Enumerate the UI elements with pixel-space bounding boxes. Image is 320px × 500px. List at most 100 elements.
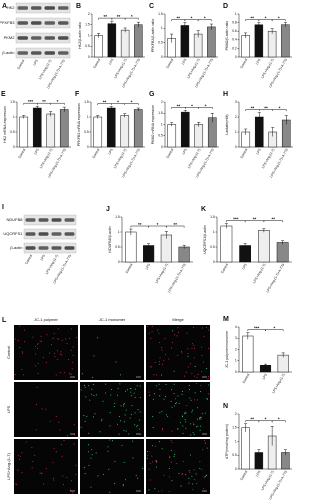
- bar: [120, 29, 130, 58]
- green-spot: [158, 383, 160, 385]
- x-tick-label: LPS: [181, 57, 188, 65]
- green-spot: [105, 383, 107, 385]
- green-spot: [137, 409, 139, 411]
- red-spot: [66, 434, 68, 436]
- column-header: JC-1 monomer: [99, 317, 126, 322]
- red-spot: [17, 454, 19, 456]
- lane-label: LPS: [32, 58, 39, 66]
- red-spot: [66, 343, 68, 345]
- row-label: Control: [6, 346, 11, 359]
- green-spot: [124, 414, 126, 416]
- green-spot: [88, 385, 90, 387]
- green-spot: [91, 449, 93, 451]
- y-tick-label: 0.5: [10, 130, 15, 134]
- red-spot: [208, 393, 210, 395]
- blot-band: [25, 218, 36, 222]
- red-spot: [148, 468, 150, 470]
- lane-label: LPS+Ang-(1-7): [38, 59, 53, 80]
- blot-band: [51, 232, 62, 236]
- red-spot: [163, 474, 165, 476]
- significance-label: ***: [254, 326, 260, 331]
- green-spot: [132, 440, 134, 442]
- bar: [254, 24, 264, 58]
- green-spot: [90, 486, 92, 488]
- blot-band: [17, 6, 28, 10]
- significance-label: **: [138, 222, 142, 227]
- y-tick-label: 0.5: [115, 245, 120, 249]
- red-spot: [34, 346, 36, 348]
- red-spot: [23, 374, 25, 376]
- bar: [258, 230, 270, 263]
- x-tick-label: LPS+Ang-(1-7): [113, 58, 128, 79]
- green-spot: [185, 474, 187, 476]
- y-tick-label: 0: [13, 145, 15, 149]
- bar: [207, 26, 216, 58]
- red-spot: [196, 377, 198, 379]
- y-axis-label: HK2/β-actin ratio: [78, 22, 82, 49]
- green-spot: [142, 468, 144, 470]
- y-tick-label: 0: [213, 260, 215, 264]
- green-spot: [192, 432, 194, 434]
- red-spot: [159, 363, 161, 365]
- red-spot: [49, 352, 51, 354]
- red-spot: [195, 383, 197, 385]
- green-spot: [124, 421, 126, 423]
- red-spot: [71, 373, 73, 375]
- y-tick-label: 0: [87, 145, 89, 149]
- y-tick-label: 1: [87, 115, 89, 119]
- bar: [160, 234, 172, 263]
- x-tick-label: LPS: [108, 57, 115, 65]
- x-tick-label: Control: [125, 263, 134, 274]
- green-spot: [171, 389, 173, 391]
- green-spot: [122, 485, 124, 487]
- green-spot: [136, 385, 138, 387]
- x-tick-label: LPS+Ang-(1-7)+A-779: [167, 263, 187, 294]
- red-spot: [194, 399, 196, 401]
- bar: [180, 111, 190, 148]
- red-spot: [157, 329, 159, 331]
- significance-label: **: [117, 14, 121, 19]
- x-tick-label: Control: [240, 148, 249, 159]
- green-spot: [135, 474, 137, 476]
- significance-label: **: [173, 222, 177, 227]
- red-spot: [53, 333, 55, 335]
- green-spot: [156, 385, 158, 387]
- red-spot: [204, 440, 206, 442]
- red-spot: [151, 366, 153, 368]
- green-spot: [156, 466, 158, 468]
- green-spot: [137, 424, 139, 426]
- y-tick-label: 0.6: [232, 29, 237, 33]
- red-spot: [181, 352, 183, 354]
- x-tick-label: LPS+Ang-(1-7): [113, 148, 128, 169]
- bar: [93, 116, 103, 148]
- y-axis-label: NDUFB8/β-actin: [108, 226, 112, 252]
- red-spot: [71, 368, 73, 370]
- green-spot: [114, 403, 116, 405]
- x-tick-label: LPS: [107, 147, 114, 155]
- green-spot: [181, 391, 183, 393]
- blot-band: [44, 21, 55, 25]
- red-spot: [208, 347, 210, 349]
- green-spot: [146, 451, 148, 453]
- red-spot: [205, 326, 207, 328]
- red-spot: [49, 420, 51, 422]
- green-spot: [185, 427, 187, 429]
- green-spot: [93, 355, 95, 357]
- blot-band: [31, 51, 42, 55]
- green-spot: [81, 373, 83, 375]
- bar: [276, 242, 289, 263]
- blot-band: [31, 6, 42, 10]
- significance-label: **: [251, 105, 255, 110]
- green-spot: [148, 489, 150, 491]
- green-spot: [84, 386, 86, 388]
- green-spot: [199, 417, 201, 419]
- red-spot: [186, 332, 188, 334]
- significance-label: *: [205, 103, 207, 108]
- green-spot: [134, 412, 136, 414]
- red-spot: [41, 341, 43, 343]
- green-spot: [174, 454, 176, 456]
- bar: [220, 225, 233, 263]
- red-spot: [203, 477, 205, 479]
- y-tick-label: 1.5: [158, 111, 163, 115]
- lane-label: Control: [17, 59, 26, 70]
